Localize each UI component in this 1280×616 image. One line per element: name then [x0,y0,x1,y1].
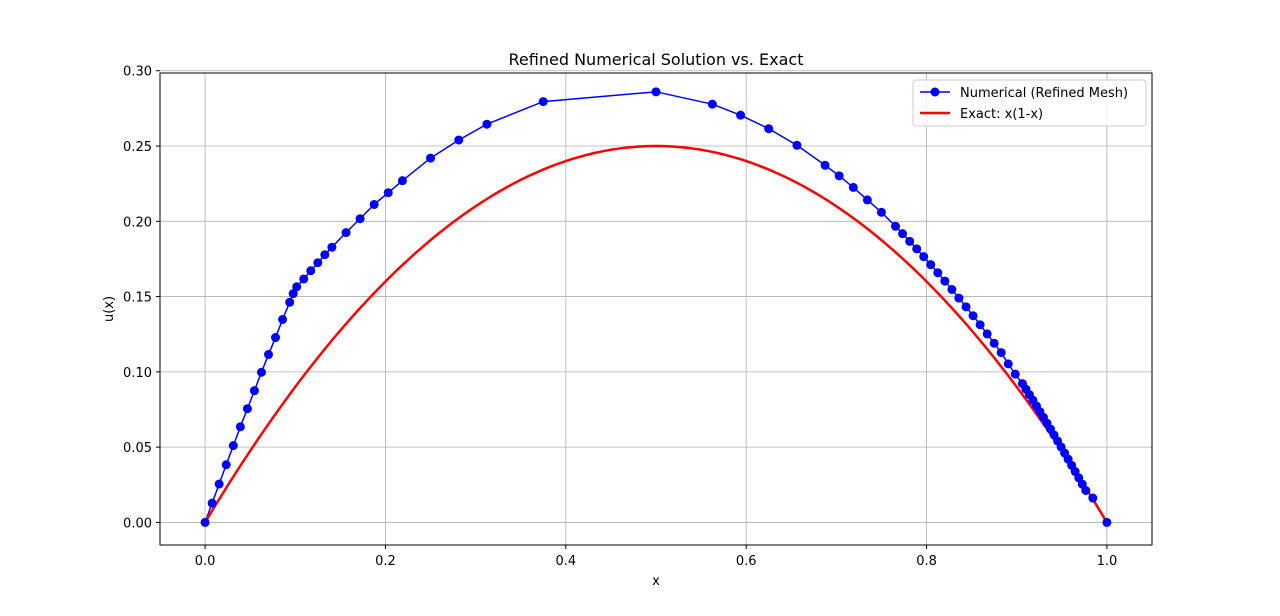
legend-exact-label: Exact: x(1-x) [960,107,1043,122]
legend: Numerical (Refined Mesh) Exact: x(1-x) [912,79,1147,127]
numerical-data-point [285,297,295,307]
numerical-data-point [1081,486,1091,495]
numerical-data-point [1010,369,1020,379]
numerical-data-point [306,266,316,276]
x-tick-label: 0.2 [375,554,396,569]
axes-frame [159,72,1153,546]
numerical-data-point [792,140,802,150]
numerical-data-point [327,242,337,252]
numerical-data-point [538,97,548,107]
numerical-data-point [320,250,330,260]
numerical-data-point [256,367,266,377]
numerical-data-point [271,333,281,343]
numerical-data-point [898,229,908,239]
numerical-data-point [235,422,245,432]
numerical-data-point [982,329,992,339]
numerical-data-point [228,441,238,451]
numerical-data-point [905,236,915,246]
numerical-data-point [200,517,210,527]
numerical-data-point [926,260,936,270]
x-tick-label: 1.0 [1097,554,1118,569]
legend-numerical-label: Numerical (Refined Mesh) [960,86,1128,101]
numerical-data-point [397,176,407,186]
x-tick-label: 0.8 [916,554,937,569]
numerical-data-point [876,207,886,217]
axis-ticks: 0.0 0.2 0.4 0.6 0.8 1.0 0.00 0.05 0.10 0.15 0.20 0.… [123,65,1117,569]
y-tick-label: 0.20 [123,215,152,230]
numerical-data-point [996,348,1006,358]
numerical-data-point [764,124,774,134]
numerical-data-point [954,293,964,303]
numerical-data-point [242,404,252,414]
numerical-data-point [975,320,985,330]
numerical-data-point [341,228,351,238]
y-tick-label: 0.15 [123,291,152,306]
grid-lines [160,70,1152,545]
plot-series [200,87,1112,527]
x-tick-label: 0.4 [555,554,576,569]
x-tick-label: 0.0 [195,554,216,569]
numerical-data-point [263,350,273,360]
y-tick-label: 0.10 [123,366,152,381]
y-tick-label: 0.05 [123,441,152,456]
y-tick-label: 0.30 [123,65,152,80]
numerical-data-point [454,135,464,145]
y-tick-label: 0.00 [123,516,152,531]
chart-title: Refined Numerical Solution vs. Exact [509,50,804,69]
y-tick-label: 0.25 [123,140,152,155]
legend-box [912,79,1147,127]
y-axis-label: u(x) [102,296,117,322]
numerical-data-point [249,386,259,396]
numerical-data-point [968,311,978,321]
numerical-data-point [299,274,309,284]
numerical-data-point [221,460,231,470]
numerical-data-point [383,188,393,198]
numerical-data-point [848,182,858,192]
numerical-data-point [288,289,298,299]
numerical-data-point [834,171,844,181]
numerical-data-point [426,153,436,163]
numerical-data-point [989,338,999,348]
numerical-data-point [313,258,323,268]
numerical-data-point [820,160,830,170]
numerical-data-point [278,314,288,324]
numerical-data-point [651,87,661,97]
numerical-data-point [933,268,943,278]
numerical-data-point [1003,359,1013,369]
numerical-data-point [482,119,492,129]
numerical-data-point [919,252,929,262]
exact-series-line [204,144,1108,524]
numerical-data-point [707,99,717,109]
numerical-data-point [369,199,379,209]
numerical-data-point [947,285,957,294]
numerical-data-point [862,195,872,205]
numerical-data-point [736,110,746,120]
legend-numerical-marker [930,87,940,97]
numerical-data-point [891,221,901,231]
numerical-data-point [207,498,217,508]
numerical-data-point [961,302,971,312]
numerical-data-point [1088,493,1098,503]
x-tick-label: 0.6 [736,554,757,569]
numerical-data-point [292,282,302,292]
x-axis-label: x [652,574,660,589]
numerical-data-point [912,244,922,254]
numerical-data-point [214,479,224,489]
numerical-data-point [1102,517,1112,527]
numerical-data-point [940,276,950,286]
numerical-data-point [355,214,365,224]
